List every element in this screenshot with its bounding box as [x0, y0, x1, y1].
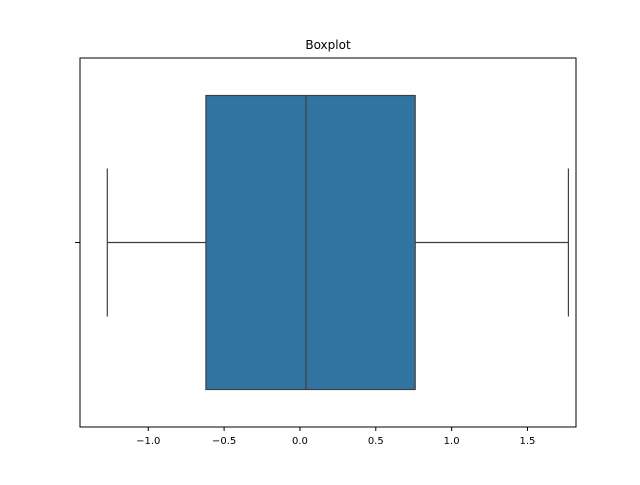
x-tick-label: −1.0: [136, 436, 160, 447]
x-tick-label: 0.5: [368, 436, 384, 447]
plot-area: [106, 94, 570, 391]
x-tick-label: 1.5: [520, 436, 536, 447]
interquartile-box: [205, 94, 416, 391]
box-series-0: [106, 94, 570, 391]
x-tick-label: 1.0: [444, 436, 460, 447]
chart-title: Boxplot: [305, 38, 351, 52]
x-axis: −1.0 −0.5 0.0 0.5 1.0 1.5: [75, 242, 536, 447]
x-tick-label: 0.0: [292, 436, 308, 447]
x-tick-label: −0.5: [212, 436, 236, 447]
